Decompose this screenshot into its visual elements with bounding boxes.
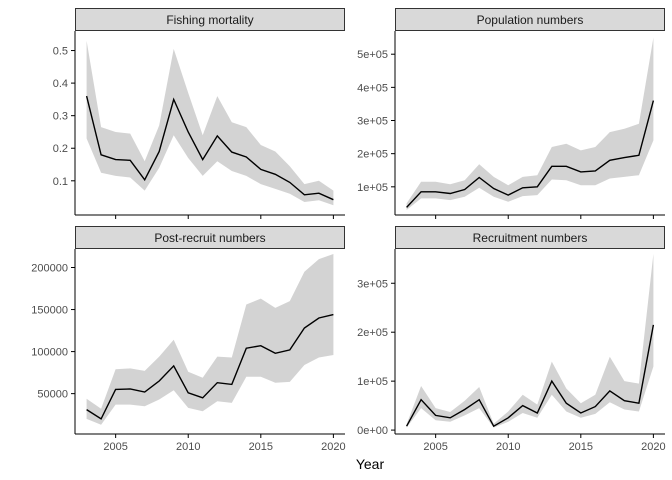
y-tick-label: 5e+05 bbox=[357, 49, 388, 61]
x-tick-label: 2020 bbox=[321, 441, 345, 453]
y-tick-label: 0.1 bbox=[53, 176, 68, 188]
panel: Population numbers 1e+05 2e+05 3e+05 4e+05 5e… bbox=[357, 8, 665, 219]
x-tick-label: 2010 bbox=[496, 441, 520, 453]
y-tick-label: 200000 bbox=[31, 263, 68, 275]
facet-strip bbox=[395, 226, 665, 249]
confidence-band bbox=[406, 37, 654, 210]
y-tick-label: 0.5 bbox=[53, 46, 68, 58]
x-tick-label: 2005 bbox=[423, 441, 447, 453]
facet-strip bbox=[395, 8, 665, 31]
confidence-band bbox=[406, 253, 654, 428]
series-line bbox=[86, 313, 334, 420]
series-line bbox=[406, 100, 655, 208]
x-tick-label: 2005 bbox=[103, 441, 127, 453]
x-axis-label: Year bbox=[356, 456, 385, 472]
panel: Post-recruit numbers 50000 100000 150000 200… bbox=[31, 226, 346, 453]
y-tick-label: 100000 bbox=[31, 347, 68, 359]
x-tick-label: 2015 bbox=[249, 441, 273, 453]
x-tick-label: 2010 bbox=[176, 441, 200, 453]
y-tick-label: 3e+05 bbox=[357, 116, 388, 128]
panel: Recruitment numbers 0e+00 1e+05 2e+05 3e+05 2… bbox=[357, 226, 666, 453]
y-tick-label: 0e+00 bbox=[357, 425, 388, 437]
x-tick-label: 2015 bbox=[569, 441, 593, 453]
facet-strip bbox=[75, 8, 345, 31]
y-tick-label: 3e+05 bbox=[357, 278, 388, 290]
facet-title: Recruitment numbers bbox=[473, 231, 588, 245]
y-tick-label: 0.4 bbox=[53, 78, 68, 90]
facet-strip bbox=[75, 226, 345, 249]
x-tick-label: 2020 bbox=[641, 441, 665, 453]
y-tick-label: 0.3 bbox=[53, 111, 68, 123]
y-tick-label: 50000 bbox=[37, 389, 68, 401]
facet-title: Population numbers bbox=[477, 13, 584, 27]
confidence-band bbox=[86, 40, 334, 206]
y-tick-label: 1e+05 bbox=[357, 376, 388, 388]
facet-title: Post-recruit numbers bbox=[154, 231, 265, 245]
series-line bbox=[405, 324, 655, 428]
y-tick-label: 2e+05 bbox=[357, 327, 388, 339]
y-tick-label: 4e+05 bbox=[357, 82, 388, 94]
y-tick-label: 150000 bbox=[31, 305, 68, 317]
facet-title: Fishing mortality bbox=[166, 13, 253, 27]
y-tick-label: 2e+05 bbox=[357, 149, 388, 161]
y-tick-label: 0.2 bbox=[53, 143, 68, 155]
panel: Fishing mortality 0.1 0.2 0.3 0.4 0.5 bbox=[53, 8, 345, 219]
series-line bbox=[85, 95, 334, 201]
y-tick-label: 1e+05 bbox=[357, 182, 388, 194]
confidence-band bbox=[86, 254, 334, 425]
